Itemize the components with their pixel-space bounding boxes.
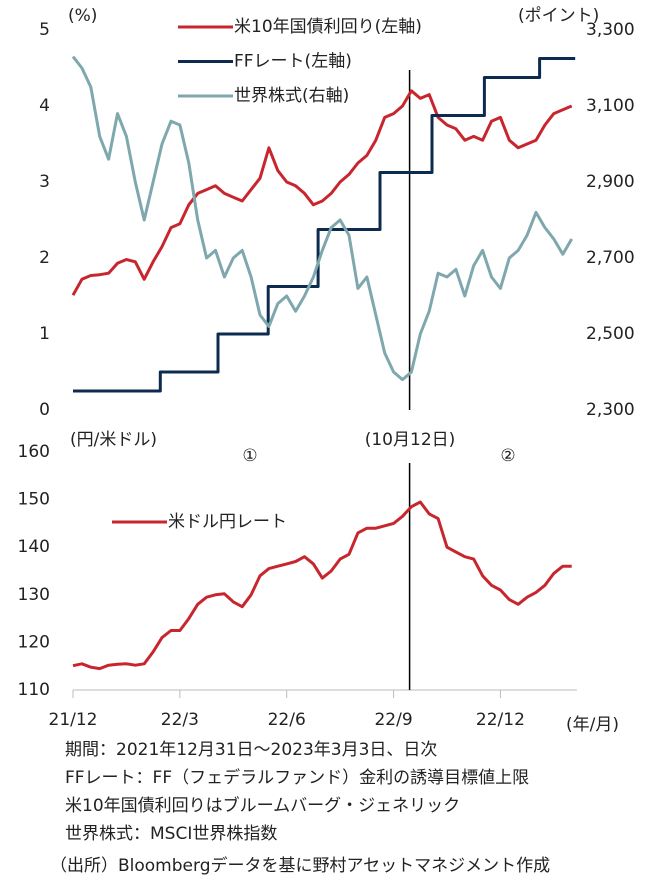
y-tick-label: 150	[18, 490, 50, 510]
y-tick-label: 110	[18, 680, 50, 700]
note: （出所）Bloombergデータを基に野村アセットマネジメント作成	[50, 855, 550, 876]
legend-label: 米ドル円レート	[168, 512, 287, 532]
series-line	[71, 89, 573, 296]
y-tick-label: 160	[18, 442, 50, 462]
x-tick-label: 22/9	[374, 710, 412, 730]
y-tick-label: 120	[18, 632, 50, 652]
y2-tick-label: 3,300	[586, 20, 635, 40]
note: 米10年国債利回りはブルームバーグ・ジェネリック	[65, 795, 460, 816]
x-axis-label: (年/月)	[566, 715, 619, 735]
note: 世界株式：MSCI世界株指数	[65, 824, 277, 844]
y-tick-label: 4	[39, 96, 50, 116]
y2-tick-label: 2,900	[586, 172, 635, 192]
note: 期間：2021年12月31日～2023年3月3日、日次	[65, 740, 437, 760]
y-tick-label: 2	[39, 248, 50, 268]
legend-label: 世界株式(右軸)	[234, 86, 349, 106]
series-line	[72, 500, 572, 671]
y2-tick-label: 2,500	[586, 324, 635, 344]
x-tick-label: 22/12	[476, 710, 525, 730]
y2-tick-label: 3,100	[586, 96, 635, 116]
y-tick-label: 140	[18, 537, 50, 557]
y-axis-label: (円/米ドル)	[70, 430, 157, 450]
y-tick-label: 1	[39, 324, 50, 344]
series-line	[71, 55, 573, 382]
x-tick-label: 21/12	[49, 710, 98, 730]
y2-axis-label: (ポイント)	[518, 6, 599, 26]
legend-label: 米10年国債利回り(左軸)	[234, 17, 422, 37]
annotation: ①	[242, 446, 257, 466]
annotation: ②	[500, 446, 515, 466]
legend-label: FFレート(左軸)	[234, 52, 352, 72]
y2-tick-label: 2,300	[586, 400, 635, 420]
y-axis-label: (%)	[68, 6, 97, 26]
y-tick-label: 130	[18, 585, 50, 605]
y-tick-label: 3	[39, 172, 50, 192]
annotation: (10月12日)	[365, 430, 456, 450]
y2-tick-label: 2,700	[586, 248, 635, 268]
x-tick-label: 22/6	[268, 710, 306, 730]
series-line	[73, 57, 576, 393]
y-tick-label: 0	[39, 400, 50, 420]
y-tick-label: 5	[39, 20, 50, 40]
note: FFレート：FF（フェデラルファンド）金利の誘導目標値上限	[65, 767, 529, 788]
x-tick-label: 22/3	[161, 710, 199, 730]
